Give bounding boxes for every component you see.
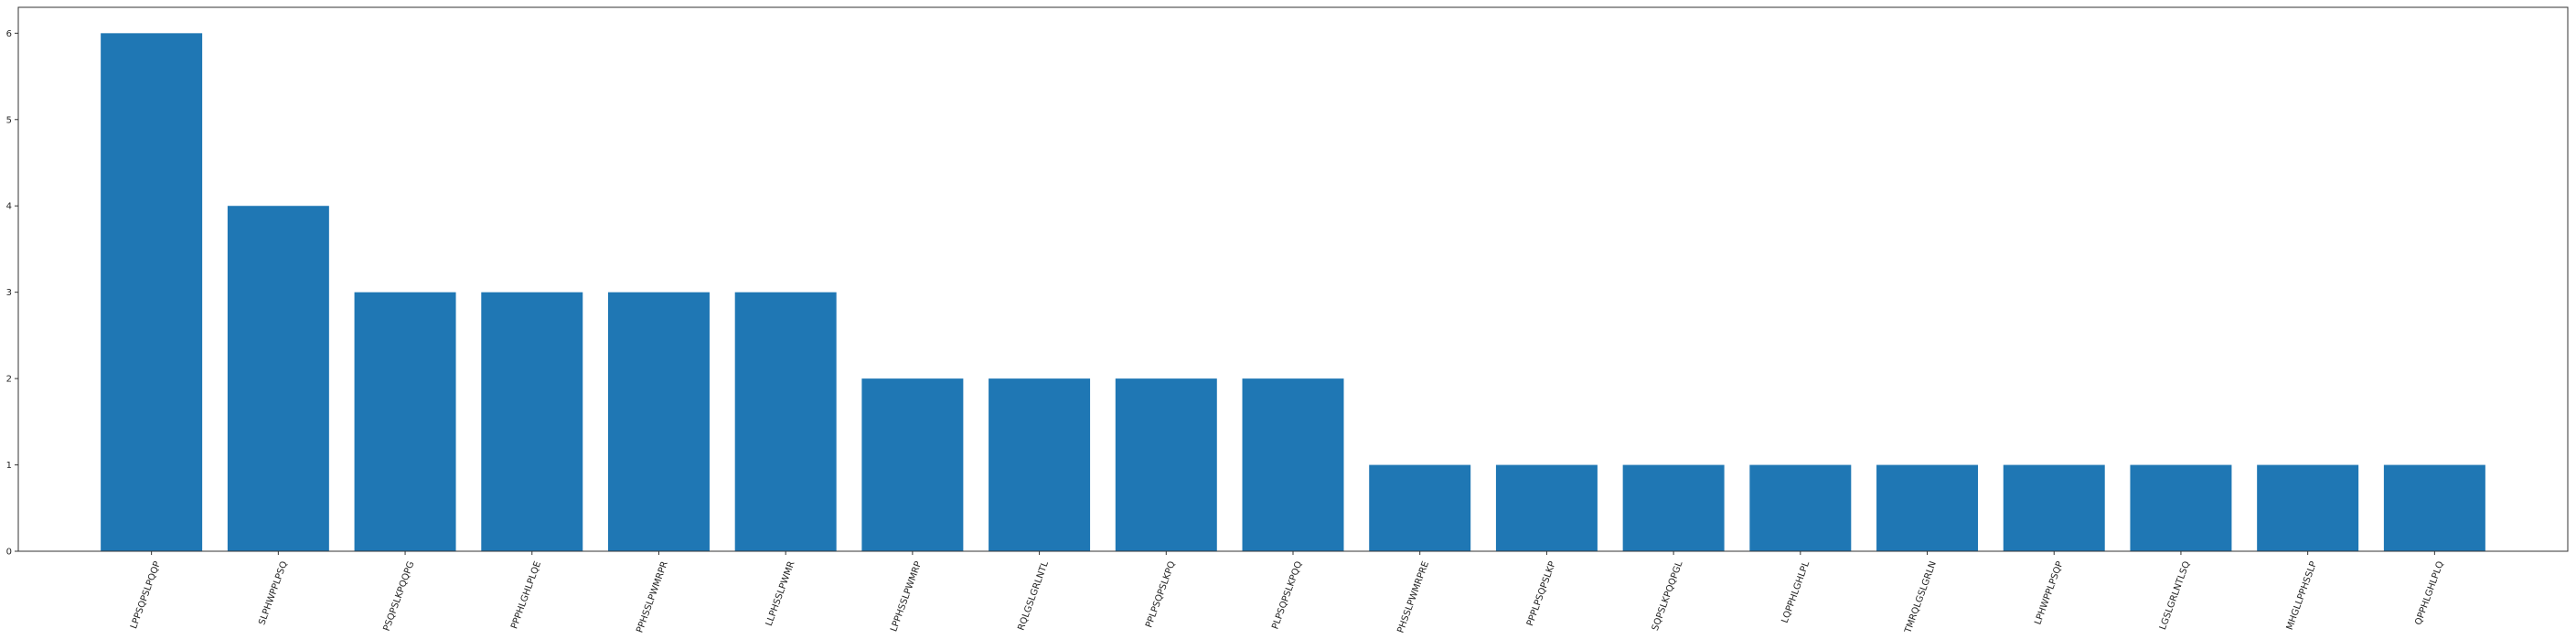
bar-PLPSQPSLKPQQ [1242, 378, 1344, 551]
bar-TMRQLGSLGRLN [1876, 464, 1979, 551]
bar-PPLPSQPSLKPQ [1115, 378, 1217, 551]
bar-LPPHSSLPWMRP [861, 378, 964, 551]
bar-PSQPSLKPQQPG [354, 292, 456, 551]
y-tick-label: 5 [6, 115, 12, 125]
bar-SLPHWPPLPSQ [227, 206, 329, 551]
plot-frame [17, 6, 2569, 552]
y-tick-label: 4 [6, 202, 12, 212]
bar-SQPSLKPQQPGL [1622, 464, 1725, 551]
bar-PHSSLPWMRPRE [1369, 464, 1471, 551]
bar-MHGLLPPHSSLP [2257, 464, 2359, 551]
y-tick-label: 0 [6, 548, 12, 558]
bar-PPPLPSQPSLKP [1495, 464, 1598, 551]
bar-PPPHLGHLPLQE [481, 292, 583, 551]
y-tick-label: 2 [6, 375, 12, 385]
bars-group [101, 33, 2485, 551]
bar-QPPHLGHLPLQ [2383, 464, 2485, 551]
y-tick-label: 3 [6, 288, 12, 298]
bar-PPHSSLPWMRPR [607, 292, 710, 551]
bar-LPPSQPSLPQQP [101, 33, 203, 551]
bar-RQLGSLGRLNTL [989, 378, 1091, 551]
bar-LLPHSSLPWMR [734, 292, 837, 551]
y-tick-label: 1 [6, 461, 12, 471]
bar-LGSLGRLNTLSQ [2130, 464, 2232, 551]
y-axis: 0 1 2 3 4 5 6 [6, 29, 18, 558]
bar-LPHWPPLPSQP [2003, 464, 2105, 551]
bar-LQPPHLGHLPL [1749, 464, 1852, 551]
y-tick-label: 6 [6, 29, 12, 39]
